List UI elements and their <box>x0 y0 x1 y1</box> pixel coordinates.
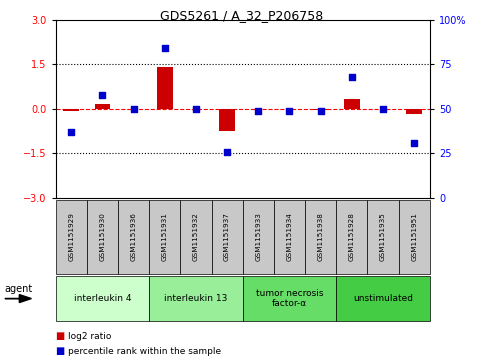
Bar <box>56 276 149 321</box>
Bar <box>336 276 430 321</box>
Text: GSM1151935: GSM1151935 <box>380 212 386 261</box>
Bar <box>313 109 328 110</box>
Bar <box>149 276 242 321</box>
Text: agent: agent <box>5 285 33 294</box>
Point <box>379 106 387 112</box>
Text: GSM1151951: GSM1151951 <box>411 212 417 261</box>
Text: GSM1151938: GSM1151938 <box>318 212 324 261</box>
Text: GSM1151932: GSM1151932 <box>193 212 199 261</box>
Point <box>192 106 200 112</box>
Bar <box>95 103 110 109</box>
Text: GSM1151934: GSM1151934 <box>286 212 293 261</box>
Text: tumor necrosis
factor-α: tumor necrosis factor-α <box>256 289 323 308</box>
Text: log2 ratio: log2 ratio <box>68 332 111 341</box>
Bar <box>149 200 180 274</box>
Bar <box>344 98 360 109</box>
Text: GSM1151937: GSM1151937 <box>224 212 230 261</box>
Text: GSM1151930: GSM1151930 <box>99 212 105 261</box>
Text: ■: ■ <box>56 346 65 356</box>
Point <box>67 129 75 135</box>
Bar <box>212 200 242 274</box>
Point <box>285 108 293 114</box>
Text: unstimulated: unstimulated <box>353 294 413 303</box>
Point <box>317 108 325 114</box>
Text: ■: ■ <box>56 331 65 341</box>
Text: GSM1151933: GSM1151933 <box>256 212 261 261</box>
Point <box>255 108 262 114</box>
Bar <box>87 200 118 274</box>
Point <box>223 149 231 155</box>
Text: GSM1151931: GSM1151931 <box>162 212 168 261</box>
Point <box>99 92 106 98</box>
Point <box>161 45 169 51</box>
Point <box>348 74 356 80</box>
Bar <box>305 200 336 274</box>
Bar <box>368 200 398 274</box>
Bar <box>180 200 212 274</box>
Bar <box>336 200 368 274</box>
Text: interleukin 13: interleukin 13 <box>164 294 227 303</box>
Bar <box>398 200 430 274</box>
Bar <box>242 276 336 321</box>
Bar <box>118 200 149 274</box>
Point <box>129 106 137 112</box>
Bar <box>274 200 305 274</box>
Text: GDS5261 / A_32_P206758: GDS5261 / A_32_P206758 <box>160 9 323 22</box>
Text: GSM1151929: GSM1151929 <box>68 212 74 261</box>
Text: percentile rank within the sample: percentile rank within the sample <box>68 347 221 356</box>
Bar <box>63 109 79 111</box>
Bar <box>157 67 172 109</box>
Text: interleukin 4: interleukin 4 <box>73 294 131 303</box>
Bar <box>56 200 87 274</box>
Text: GSM1151928: GSM1151928 <box>349 212 355 261</box>
Bar <box>242 200 274 274</box>
Bar <box>219 109 235 131</box>
Point <box>411 140 418 146</box>
Text: GSM1151936: GSM1151936 <box>130 212 137 261</box>
Bar <box>407 109 422 114</box>
